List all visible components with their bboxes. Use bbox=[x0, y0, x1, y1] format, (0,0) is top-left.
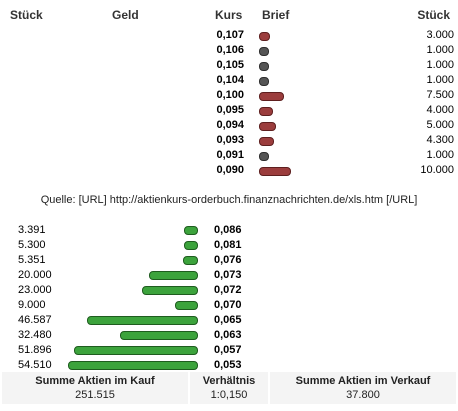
ask-volume-bar bbox=[259, 77, 269, 86]
bid-volume-bar bbox=[120, 331, 198, 340]
ask-row: 0,105 1.000 bbox=[0, 58, 458, 73]
ask-row: 0,095 4.000 bbox=[0, 103, 458, 118]
ask-volume-bar bbox=[259, 62, 269, 71]
bid-quantity: 46.587 bbox=[18, 314, 52, 326]
ask-row: 0,106 1.000 bbox=[0, 43, 458, 58]
bid-price: 0,065 bbox=[214, 314, 242, 326]
ask-price: 0,095 bbox=[216, 104, 244, 116]
bid-quantity: 5.300 bbox=[18, 239, 46, 251]
ask-price: 0,093 bbox=[216, 134, 244, 146]
bid-row: 32.480 0,063 bbox=[0, 328, 458, 343]
bid-volume-bar bbox=[87, 316, 198, 325]
bid-price: 0,053 bbox=[214, 359, 242, 371]
bid-row: 20.000 0,073 bbox=[0, 268, 458, 283]
ask-quantity: 1.000 bbox=[426, 74, 454, 86]
ask-row: 0,094 5.000 bbox=[0, 118, 458, 133]
bid-price: 0,076 bbox=[214, 254, 242, 266]
ask-quantity: 4.300 bbox=[426, 134, 454, 146]
header-geld: Geld bbox=[112, 8, 139, 22]
bid-price: 0,081 bbox=[214, 239, 242, 251]
summary-buy-value: 251.515 bbox=[75, 389, 115, 401]
bid-quantity: 51.896 bbox=[18, 344, 52, 356]
ask-volume-bar bbox=[259, 32, 270, 41]
bid-volume-bar bbox=[142, 286, 198, 295]
bid-volume-bar bbox=[183, 256, 198, 265]
ask-volume-bar bbox=[259, 137, 274, 146]
ask-volume-bar bbox=[259, 167, 291, 176]
ask-row: 0,100 7.500 bbox=[0, 88, 458, 103]
bid-volume-bar bbox=[184, 226, 198, 235]
ask-quantity: 3.000 bbox=[426, 29, 454, 41]
bid-row: 9.000 0,070 bbox=[0, 298, 458, 313]
ask-volume-bar bbox=[259, 152, 269, 161]
summary-ratio: Verhältnis 1:0,150 bbox=[190, 372, 268, 404]
bid-quantity: 23.000 bbox=[18, 284, 52, 296]
bid-price: 0,073 bbox=[214, 269, 242, 281]
bid-row: 5.351 0,076 bbox=[0, 253, 458, 268]
bid-row: 51.896 0,057 bbox=[0, 343, 458, 358]
ask-price: 0,105 bbox=[216, 59, 244, 71]
ask-price: 0,104 bbox=[216, 74, 244, 86]
summary-buy-label: Summe Aktien im Kauf bbox=[35, 375, 155, 387]
ask-row: 0,104 1.000 bbox=[0, 73, 458, 88]
summary-bar: Summe Aktien im Kauf 251.515 Verhältnis … bbox=[2, 372, 456, 404]
bid-quantity: 54.510 bbox=[18, 359, 52, 371]
header-brief: Brief bbox=[262, 8, 290, 22]
ask-price: 0,100 bbox=[216, 89, 244, 101]
ask-quantity: 1.000 bbox=[426, 149, 454, 161]
ask-quantity: 5.000 bbox=[426, 119, 454, 131]
summary-ratio-value: 1:0,150 bbox=[210, 389, 248, 401]
ask-price: 0,094 bbox=[216, 119, 244, 131]
bid-volume-bar bbox=[149, 271, 198, 280]
bid-price: 0,057 bbox=[214, 344, 242, 356]
ask-price: 0,107 bbox=[216, 29, 244, 41]
bid-quantity: 20.000 bbox=[18, 269, 52, 281]
bid-quantity: 3.391 bbox=[18, 224, 46, 236]
header-kurs: Kurs bbox=[215, 8, 243, 22]
bid-volume-bar bbox=[184, 241, 198, 250]
ask-quantity: 7.500 bbox=[426, 89, 454, 101]
ask-volume-bar bbox=[259, 122, 276, 131]
ask-row: 0,107 3.000 bbox=[0, 28, 458, 43]
summary-ratio-label: Verhältnis bbox=[202, 375, 256, 387]
summary-sell: Summe Aktien im Verkauf 37.800 bbox=[270, 372, 456, 404]
bid-volume-bar bbox=[175, 301, 198, 310]
ask-price: 0,106 bbox=[216, 44, 244, 56]
header-stueck-buy: Stück bbox=[10, 8, 43, 22]
bid-quantity: 5.351 bbox=[18, 254, 46, 266]
header-stueck-sell: Stück bbox=[417, 8, 450, 22]
ask-price: 0,091 bbox=[216, 149, 244, 161]
bid-price: 0,086 bbox=[214, 224, 242, 236]
summary-buy: Summe Aktien im Kauf 251.515 bbox=[2, 372, 188, 404]
ask-quantity: 1.000 bbox=[426, 59, 454, 71]
bid-row: 54.510 0,053 bbox=[0, 358, 458, 373]
ask-price: 0,090 bbox=[216, 164, 244, 176]
bid-row: 46.587 0,065 bbox=[0, 313, 458, 328]
bid-price: 0,063 bbox=[214, 329, 242, 341]
bid-volume-bar bbox=[68, 361, 198, 370]
ask-quantity: 1.000 bbox=[426, 44, 454, 56]
bid-price: 0,070 bbox=[214, 299, 242, 311]
bid-quantity: 9.000 bbox=[18, 299, 46, 311]
bid-quantity: 32.480 bbox=[18, 329, 52, 341]
bid-volume-bar bbox=[74, 346, 198, 355]
ask-row: 0,090 10.000 bbox=[0, 163, 458, 178]
ask-quantity: 10.000 bbox=[420, 164, 454, 176]
ask-row: 0,093 4.300 bbox=[0, 133, 458, 148]
ask-volume-bar bbox=[259, 92, 284, 101]
bid-row: 3.391 0,086 bbox=[0, 223, 458, 238]
ask-volume-bar bbox=[259, 47, 269, 56]
ask-volume-bar bbox=[259, 107, 273, 116]
bid-row: 5.300 0,081 bbox=[0, 238, 458, 253]
summary-sell-value: 37.800 bbox=[346, 389, 380, 401]
ask-row: 0,091 1.000 bbox=[0, 148, 458, 163]
ask-quantity: 4.000 bbox=[426, 104, 454, 116]
summary-sell-label: Summe Aktien im Verkauf bbox=[295, 375, 431, 387]
bid-row: 23.000 0,072 bbox=[0, 283, 458, 298]
source-note: Quelle: [URL] http://aktienkurs-orderbuc… bbox=[40, 194, 418, 206]
bid-price: 0,072 bbox=[214, 284, 242, 296]
